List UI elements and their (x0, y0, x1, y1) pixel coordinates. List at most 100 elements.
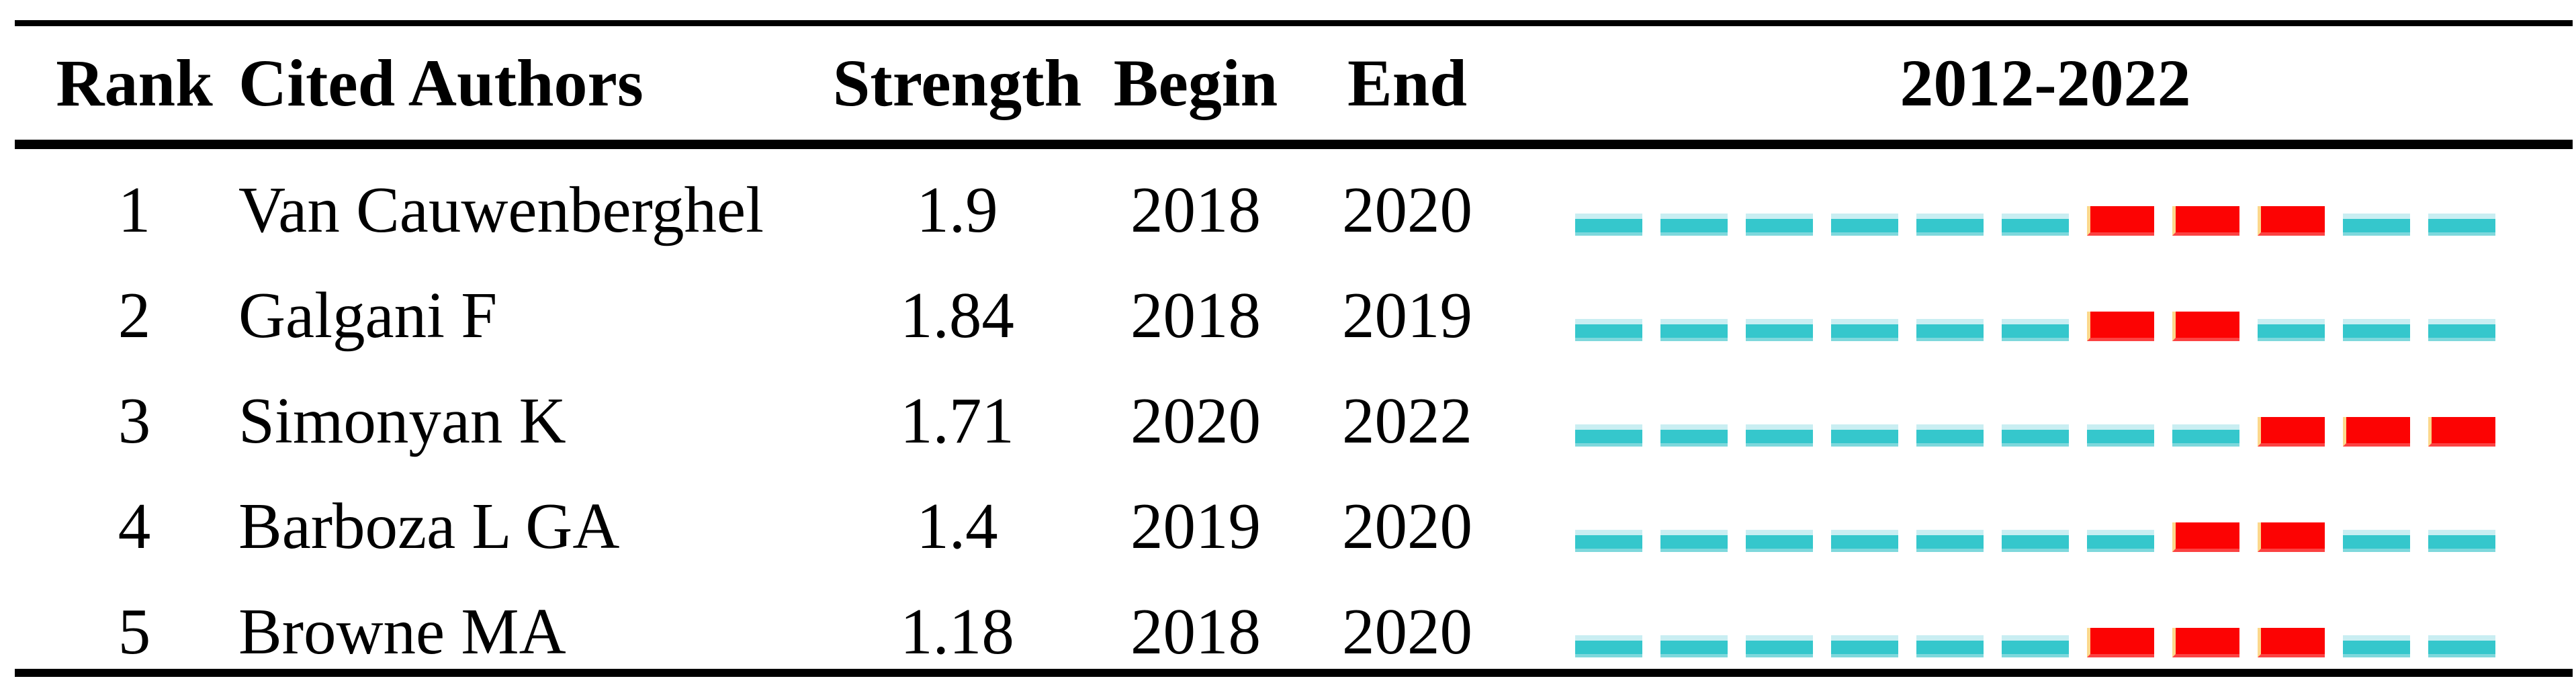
end-cell: 2020 (1342, 490, 1472, 562)
base-year-dash (1746, 318, 1813, 341)
timeline-cell (1521, 360, 2516, 465)
base-year-dash (1746, 213, 1813, 236)
base-year-dash (2002, 635, 2069, 657)
base-year-dash (1575, 635, 1642, 657)
base-year-dash (2428, 635, 2495, 657)
begin-cell: 2020 (1130, 385, 1261, 457)
base-year-dash (2343, 213, 2410, 236)
strength-cell: 1.71 (900, 385, 1014, 457)
rank-cell: 4 (118, 490, 151, 562)
base-year-dash (2343, 318, 2410, 341)
base-year-dash (2087, 529, 2154, 552)
base-year-dash (2002, 318, 2069, 341)
author-cell: Galgani F (238, 279, 498, 351)
table-row: 1 Van Cauwenberghel 1.9 2018 2020 (0, 149, 2576, 255)
rank-cell: 1 (118, 174, 151, 246)
burst-year-dash (2258, 205, 2325, 236)
top-rule (15, 20, 2573, 26)
column-header-cited-authors: Cited Authors (238, 45, 643, 120)
base-year-dash (1916, 635, 1984, 657)
base-year-dash (1831, 213, 1898, 236)
timeline-cell (1521, 255, 2516, 360)
timeline-cell (1521, 465, 2516, 571)
base-year-dash (1575, 213, 1642, 236)
base-year-dash (1916, 424, 1984, 447)
end-cell: 2020 (1342, 596, 1472, 667)
strength-cell: 1.84 (900, 279, 1014, 351)
base-year-dash (1660, 635, 1728, 657)
burst-timeline (1575, 627, 2495, 657)
table-row: 4 Barboza L GA 1.4 2019 2020 (0, 465, 2576, 571)
column-header-rank: Rank (56, 45, 213, 120)
strength-cell: 1.18 (900, 596, 1014, 667)
burst-year-dash (2087, 205, 2154, 236)
base-year-dash (2002, 213, 2069, 236)
burst-year-dash (2172, 311, 2239, 341)
header-separator-rule (15, 140, 2573, 149)
author-cell: Browne MA (238, 596, 566, 667)
begin-cell: 2018 (1130, 279, 1261, 351)
timeline-cell (1521, 571, 2516, 676)
column-header-strength: Strength (832, 45, 1082, 120)
base-year-dash (1916, 318, 1984, 341)
base-year-dash (1831, 318, 1898, 341)
author-cell: Barboza L GA (238, 490, 620, 562)
base-year-dash (1660, 529, 1728, 552)
burst-year-dash (2258, 416, 2325, 447)
table-row: 2 Galgani F 1.84 2018 2019 (0, 255, 2576, 360)
rank-cell: 3 (118, 385, 151, 457)
begin-cell: 2019 (1130, 490, 1261, 562)
column-header-end: End (1347, 45, 1467, 120)
base-year-dash (1746, 424, 1813, 447)
author-cell: Simonyan K (238, 385, 566, 457)
burst-year-dash (2258, 522, 2325, 552)
burst-year-dash (2172, 522, 2239, 552)
column-header-period: 2012-2022 (1900, 45, 2191, 120)
base-year-dash (1746, 529, 1813, 552)
base-year-dash (2258, 318, 2325, 341)
burst-timeline (1575, 416, 2495, 447)
rank-cell: 2 (118, 279, 151, 351)
base-year-dash (1660, 318, 1728, 341)
end-cell: 2022 (1342, 385, 1472, 457)
strength-cell: 1.4 (916, 490, 998, 562)
burst-year-dash (2343, 416, 2410, 447)
base-year-dash (1575, 424, 1642, 447)
burst-year-dash (2087, 311, 2154, 341)
timeline-cell (1521, 149, 2516, 255)
burst-year-dash (2172, 627, 2239, 657)
base-year-dash (2428, 213, 2495, 236)
base-year-dash (2428, 318, 2495, 341)
base-year-dash (1916, 213, 1984, 236)
base-year-dash (2428, 529, 2495, 552)
base-year-dash (1575, 318, 1642, 341)
base-year-dash (2343, 635, 2410, 657)
burst-year-dash (2172, 205, 2239, 236)
base-year-dash (1916, 529, 1984, 552)
base-year-dash (1660, 424, 1728, 447)
base-year-dash (1831, 529, 1898, 552)
end-cell: 2019 (1342, 279, 1472, 351)
base-year-dash (2002, 529, 2069, 552)
base-year-dash (1575, 529, 1642, 552)
table-row: 5 Browne MA 1.18 2018 2020 (0, 571, 2576, 676)
table-body: 1 Van Cauwenberghel 1.9 2018 2020 2 Galg… (0, 149, 2576, 676)
author-cell: Van Cauwenberghel (238, 174, 764, 246)
table-row: 3 Simonyan K 1.71 2020 2022 (0, 360, 2576, 465)
base-year-dash (1831, 424, 1898, 447)
burst-timeline (1575, 311, 2495, 341)
burst-year-dash (2428, 416, 2495, 447)
base-year-dash (2002, 424, 2069, 447)
base-year-dash (1831, 635, 1898, 657)
begin-cell: 2018 (1130, 596, 1261, 667)
strength-cell: 1.9 (916, 174, 998, 246)
burst-year-dash (2087, 627, 2154, 657)
rank-cell: 5 (118, 596, 151, 667)
begin-cell: 2018 (1130, 174, 1261, 246)
base-year-dash (1660, 213, 1728, 236)
base-year-dash (2343, 529, 2410, 552)
burst-timeline (1575, 205, 2495, 236)
end-cell: 2020 (1342, 174, 1472, 246)
column-header-begin: Begin (1113, 45, 1278, 120)
burst-year-dash (2258, 627, 2325, 657)
